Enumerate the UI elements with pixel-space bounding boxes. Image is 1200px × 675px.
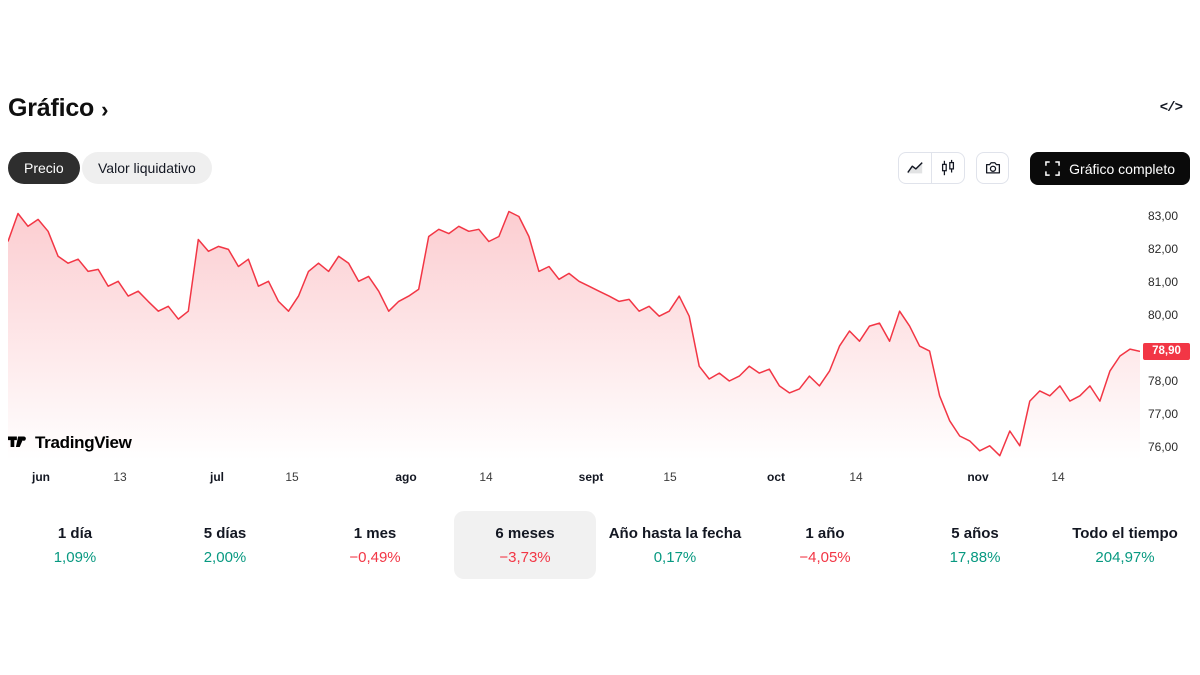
full-chart-label: Gráfico completo bbox=[1069, 160, 1175, 177]
period-change-value: −3,73% bbox=[499, 548, 551, 566]
time-axis-label: 15 bbox=[285, 470, 299, 484]
chart-type-toggle bbox=[898, 152, 965, 184]
time-axis-label: 15 bbox=[663, 470, 677, 484]
period-label: 5 años bbox=[951, 524, 999, 542]
time-axis-label: nov bbox=[967, 470, 989, 484]
period-stat-7[interactable]: Todo el tiempo 204,97% bbox=[1054, 511, 1196, 579]
period-label: 1 año bbox=[805, 524, 845, 542]
period-stats: 1 día 1,09% 5 días 2,00% 1 mes −0,49% 6 meses −… bbox=[0, 511, 1200, 579]
period-label: Todo el tiempo bbox=[1072, 524, 1178, 542]
page-title: Gráfico bbox=[8, 94, 95, 122]
period-change-value: 1,09% bbox=[53, 548, 97, 566]
chevron-right-icon: › bbox=[101, 96, 109, 122]
camera-icon bbox=[985, 162, 1000, 174]
area-chart-glyph bbox=[907, 162, 923, 174]
tradingview-logo-text: TradingView bbox=[35, 433, 132, 452]
time-axis-label: jul bbox=[210, 470, 224, 484]
toolbar-divider bbox=[931, 153, 932, 183]
period-label: Año hasta la fecha bbox=[608, 524, 742, 542]
tradingview-logo-icon bbox=[8, 436, 26, 448]
tab-valor-liquidativo[interactable]: Valor liquidativo bbox=[82, 152, 212, 184]
candlestick-chart-icon[interactable] bbox=[932, 153, 964, 183]
period-change-value: −4,05% bbox=[799, 548, 851, 566]
period-stat-1[interactable]: 5 días 2,00% bbox=[154, 511, 296, 579]
tradingview-attribution[interactable]: TradingView bbox=[8, 433, 132, 453]
last-price-badge: 78,90 bbox=[1143, 342, 1190, 360]
period-stat-0[interactable]: 1 día 1,09% bbox=[4, 511, 146, 579]
period-change-value: 0,17% bbox=[653, 548, 697, 566]
price-axis-label: 81,00 bbox=[1148, 275, 1179, 290]
candlestick-glyph bbox=[941, 159, 955, 176]
time-axis: jun 13 jul 15 ago 14 sept 15 oct 14 nov 14 bbox=[8, 470, 1140, 486]
price-axis-label: 80,00 bbox=[1148, 308, 1179, 323]
time-axis-label: ago bbox=[395, 470, 417, 484]
period-label: 1 mes bbox=[353, 524, 397, 542]
time-axis-label: oct bbox=[767, 470, 785, 484]
full-chart-button[interactable]: Gráfico completo bbox=[1030, 152, 1190, 185]
period-stat-6[interactable]: 5 años 17,88% bbox=[904, 511, 1046, 579]
time-axis-label: 13 bbox=[113, 470, 127, 484]
period-label: 1 día bbox=[57, 524, 93, 542]
area-chart-icon[interactable] bbox=[899, 153, 931, 183]
price-axis-label: 76,00 bbox=[1148, 439, 1179, 454]
period-change-value: 17,88% bbox=[949, 548, 1001, 566]
period-change-value: −0,49% bbox=[349, 548, 401, 566]
price-axis-label: 82,00 bbox=[1148, 242, 1179, 257]
period-label: 6 meses bbox=[495, 524, 555, 542]
time-axis-label: jun bbox=[32, 470, 50, 484]
chart-section-link[interactable]: Gráfico › bbox=[8, 94, 108, 123]
period-stat-5[interactable]: 1 año −4,05% bbox=[754, 511, 896, 579]
time-axis-label: sept bbox=[578, 470, 604, 484]
time-axis-label: 14 bbox=[1051, 470, 1065, 484]
price-axis-label: 77,00 bbox=[1148, 406, 1179, 421]
tab-precio[interactable]: Precio bbox=[8, 152, 80, 184]
fullscreen-icon bbox=[1045, 161, 1060, 176]
price-axis-label: 78,00 bbox=[1148, 374, 1179, 388]
period-stat-4[interactable]: Año hasta la fecha 0,17% bbox=[604, 511, 746, 579]
period-stat-3[interactable]: 6 meses −3,73% bbox=[454, 511, 596, 579]
price-area-chart[interactable] bbox=[8, 200, 1140, 460]
price-axis-label: 83,00 bbox=[1148, 209, 1179, 224]
period-change-value: 2,00% bbox=[203, 548, 247, 566]
period-change-value: 204,97% bbox=[1095, 548, 1155, 566]
period-label: 5 días bbox=[203, 524, 247, 542]
time-axis-label: 14 bbox=[849, 470, 863, 484]
embed-code-icon[interactable]: </> bbox=[1159, 100, 1183, 116]
period-stat-2[interactable]: 1 mes −0,49% bbox=[304, 511, 446, 579]
time-axis-label: 14 bbox=[479, 470, 493, 484]
snapshot-camera-button[interactable] bbox=[976, 152, 1009, 184]
